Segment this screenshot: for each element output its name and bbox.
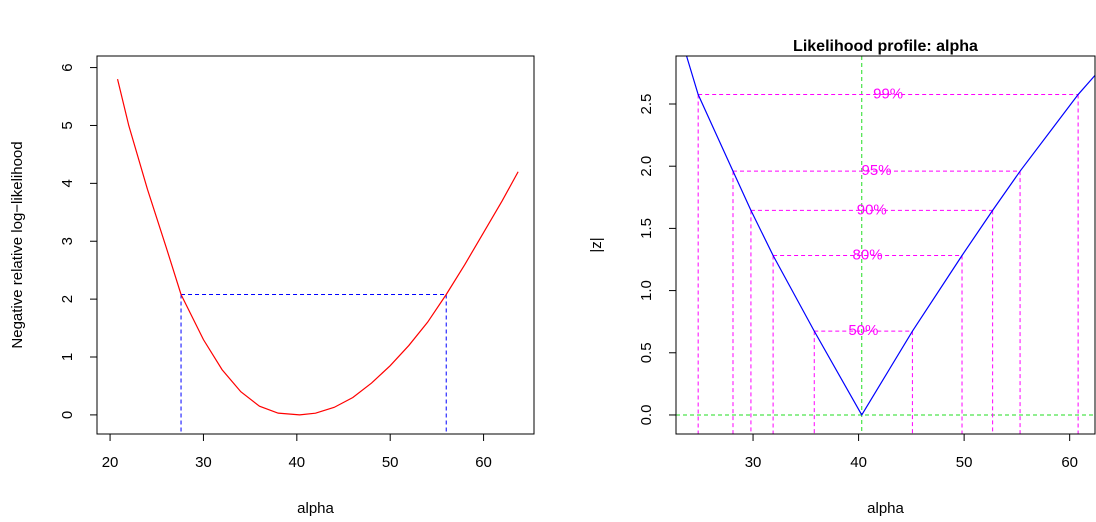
curve	[685, 56, 1095, 417]
plot-box	[96, 55, 535, 435]
y-tick-label: 1	[59, 353, 76, 361]
plot-area	[676, 56, 1095, 434]
chart-title: Likelihood profile: alpha	[793, 38, 978, 55]
x-axis-label: alpha	[867, 500, 904, 517]
x-tick-label: 60	[1061, 454, 1078, 471]
panel: 20 30 40 50 60 0 1 2 3 4 5 6 alpha Negative relative …	[9, 55, 535, 517]
y-tick-label: 1.0	[638, 280, 655, 301]
y-tick-label: 0.0	[638, 405, 655, 426]
plot-area	[116, 79, 519, 434]
y-axis-label: |z|	[588, 237, 605, 252]
x-tick-label: 40	[850, 454, 867, 471]
x-tick-label: 50	[382, 454, 399, 471]
y-tick-label: 2.5	[638, 94, 655, 115]
y-tick-label: 1.5	[638, 218, 655, 239]
y-tick-label: 4	[59, 179, 76, 187]
y-tick-label: 0	[59, 411, 76, 419]
x-tick-label: 40	[288, 454, 305, 471]
level-label: 50%	[848, 322, 878, 339]
y-tick-label: 0.5	[638, 342, 655, 363]
x-tick-label: 20	[102, 454, 119, 471]
x-tick-label: 30	[745, 454, 762, 471]
curve	[116, 79, 519, 416]
y-tick-label: 3	[59, 237, 76, 245]
panel: 30 40 50 60 0.0 0.5 1.0 1.5 2.0 2.5 Likelihood pro…	[588, 38, 1096, 517]
level-label: 99%	[873, 86, 903, 103]
x-axis-label: alpha	[297, 500, 334, 517]
y-tick-label: 6	[59, 63, 76, 71]
y-tick-label: 2	[59, 295, 76, 303]
x-tick-label: 50	[956, 454, 973, 471]
y-tick-label: 5	[59, 121, 76, 129]
plot-box	[675, 55, 1096, 435]
x-tick-label: 30	[195, 454, 212, 471]
level-label: 90%	[857, 201, 887, 218]
y-tick-label: 2.0	[638, 156, 655, 177]
x-tick-label: 60	[475, 454, 492, 471]
level-label: 80%	[853, 246, 883, 263]
y-axis-label: Negative relative log−likelihood	[9, 141, 26, 348]
level-label: 95%	[862, 162, 892, 179]
